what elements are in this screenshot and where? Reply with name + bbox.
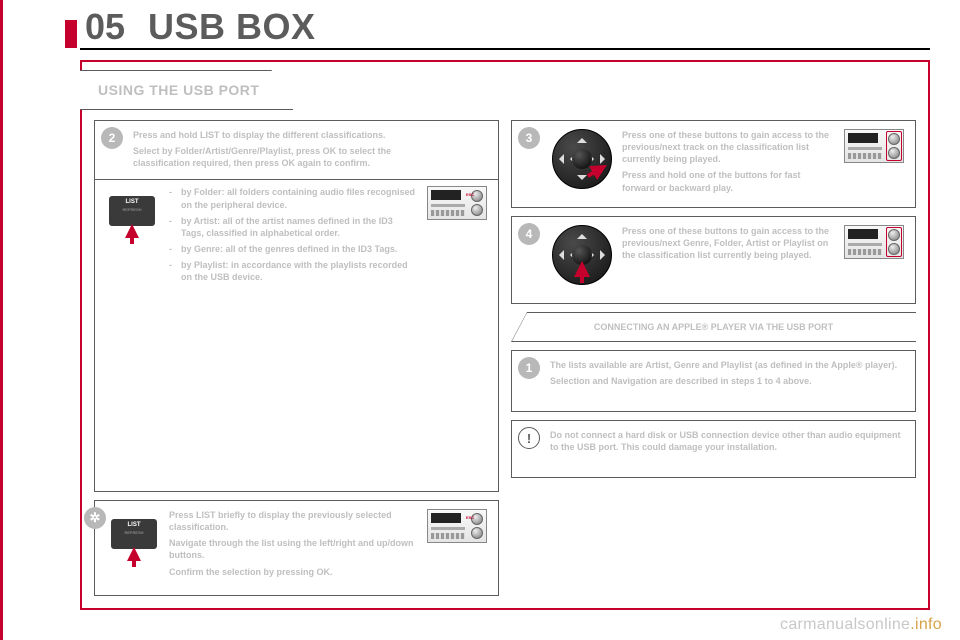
radio-unit-highlight-icon bbox=[844, 225, 904, 259]
hint-badge-icon: ✲ bbox=[84, 507, 106, 529]
bullet-genre: by Genre: all of the genres defined in t… bbox=[169, 243, 416, 255]
step-4-box: 4 Press one of these bbox=[511, 216, 916, 304]
warning-text: Do not connect a hard disk or USB connec… bbox=[520, 429, 907, 453]
step-1-p2: Selection and Navigation are described i… bbox=[550, 375, 907, 387]
step-2-text: Press and hold LIST to display the diffe… bbox=[133, 129, 420, 173]
step-4-dpad-wrap bbox=[550, 225, 614, 285]
watermark: carmanualsonline.info bbox=[780, 616, 942, 634]
step-3-p1: Press one of these buttons to gain acces… bbox=[622, 129, 833, 165]
list-button-icon bbox=[111, 519, 157, 549]
watermark-right: .info bbox=[910, 616, 942, 633]
header-rule bbox=[80, 48, 930, 50]
step-1-text: The lists available are Artist, Genre an… bbox=[520, 359, 907, 387]
section-title: USING THE USB PORT bbox=[98, 82, 259, 98]
hint-p1: Press LIST briefly to display the previo… bbox=[169, 509, 416, 533]
step-4-row: Press one of these buttons to gain acces… bbox=[520, 225, 907, 285]
bullet-artist: by Artist: all of the artist names defin… bbox=[169, 215, 416, 239]
step-2-separator bbox=[95, 179, 498, 180]
bullet-folder: by Folder: all folders containing audio … bbox=[169, 186, 416, 210]
top-red-stub bbox=[65, 20, 77, 48]
arrow-up-icon bbox=[127, 547, 141, 561]
apple-subheader: CONNECTING AN APPLE® PLAYER VIA THE USB … bbox=[511, 312, 916, 342]
section-header-tab: USING THE USB PORT bbox=[80, 70, 293, 110]
warning-badge-icon: ! bbox=[518, 427, 540, 449]
watermark-left: carmanualsonline bbox=[780, 616, 910, 633]
step-1-badge: 1 bbox=[518, 357, 540, 379]
step-2-bullets: by Folder: all folders containing audio … bbox=[169, 186, 416, 287]
chapter-number: 05 bbox=[85, 6, 125, 48]
radio-unit-icon: ESC bbox=[427, 509, 487, 543]
list-button-icon bbox=[109, 196, 155, 226]
page: 05 USB BOX USING THE USB PORT 2 Press an… bbox=[0, 0, 960, 640]
step-4-text: Press one of these buttons to gain acces… bbox=[622, 225, 833, 265]
list-button-art-wrap bbox=[103, 186, 161, 226]
left-column: 2 Press and hold LIST to display the dif… bbox=[94, 120, 499, 596]
dpad-icon bbox=[552, 129, 612, 189]
arrow-up-icon bbox=[574, 261, 590, 277]
dpad-icon bbox=[552, 225, 612, 285]
warning-p1: Do not connect a hard disk or USB connec… bbox=[550, 429, 907, 453]
step-3-row: Press one of these buttons to gain acces… bbox=[520, 129, 907, 198]
step-2-box: 2 Press and hold LIST to display the dif… bbox=[94, 120, 499, 492]
step-2-radio-art: ESC bbox=[424, 186, 490, 220]
esc-label: ESC bbox=[466, 515, 474, 520]
bullet-playlist: by Playlist: in accordance with the play… bbox=[169, 259, 416, 283]
step-2-detail-row: by Folder: all folders containing audio … bbox=[103, 186, 490, 287]
warning-box: ! Do not connect a hard disk or USB conn… bbox=[511, 420, 916, 478]
hint-p2: Navigate through the list using the left… bbox=[169, 537, 416, 561]
step-3-dpad-wrap bbox=[550, 129, 614, 189]
arrow-up-icon bbox=[125, 224, 139, 238]
hint-list-btn-wrap bbox=[107, 509, 161, 549]
step-4-p1: Press one of these buttons to gain acces… bbox=[622, 225, 833, 261]
step-3-badge: 3 bbox=[518, 127, 540, 149]
step-3-p2: Press and hold one of the buttons for fa… bbox=[622, 169, 833, 193]
apple-subheader-text: CONNECTING AN APPLE® PLAYER VIA THE USB … bbox=[594, 322, 833, 332]
hint-radio-art: ESC bbox=[424, 509, 490, 543]
step-2-intro: Press and hold LIST to display the diffe… bbox=[103, 129, 490, 173]
radio-unit-icon: ESC bbox=[427, 186, 487, 220]
hint-box: ✲ Press LIST briefly to display the prev… bbox=[94, 500, 499, 596]
step-4-badge: 4 bbox=[518, 223, 540, 245]
left-red-edge bbox=[0, 0, 3, 640]
step-3-radio-art bbox=[841, 129, 907, 163]
step-3-text: Press one of these buttons to gain acces… bbox=[622, 129, 833, 198]
step-2-badge: 2 bbox=[101, 127, 123, 149]
step-1-box: 1 The lists available are Artist, Genre … bbox=[511, 350, 916, 412]
chapter-title: USB BOX bbox=[148, 6, 316, 48]
hint-p3: Confirm the selection by pressing OK. bbox=[169, 566, 416, 578]
step-4-radio-art bbox=[841, 225, 907, 259]
radio-unit-highlight-icon bbox=[844, 129, 904, 163]
hint-row: Press LIST briefly to display the previo… bbox=[103, 509, 490, 582]
right-column: 3 Press one of these bbox=[511, 120, 916, 596]
esc-label: ESC bbox=[466, 192, 474, 197]
step-1-p1: The lists available are Artist, Genre an… bbox=[550, 359, 907, 371]
step-3-box: 3 Press one of these bbox=[511, 120, 916, 208]
step-2-p1: Press and hold LIST to display the diffe… bbox=[133, 129, 420, 141]
columns: 2 Press and hold LIST to display the dif… bbox=[94, 120, 916, 596]
content-frame: USING THE USB PORT 2 Press and hold LIST… bbox=[80, 60, 930, 610]
hint-text: Press LIST briefly to display the previo… bbox=[169, 509, 416, 582]
step-2-p2: Select by Folder/Artist/Genre/Playlist, … bbox=[133, 145, 420, 169]
